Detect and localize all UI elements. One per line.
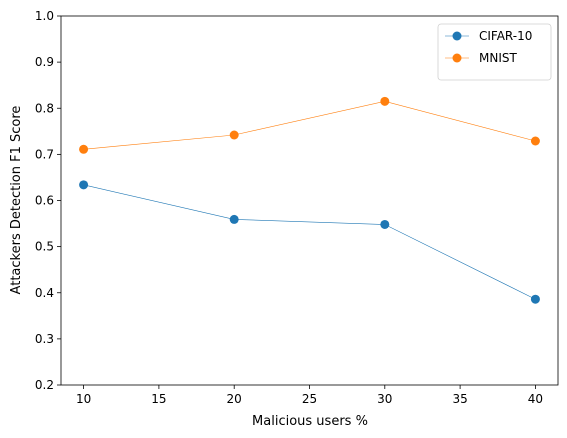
x-tick-label: 20	[227, 392, 242, 406]
x-tick-label: 10	[76, 392, 91, 406]
y-tick-label: 0.3	[35, 332, 54, 346]
legend-marker	[452, 31, 462, 41]
x-tick-label: 40	[528, 392, 543, 406]
legend-box	[437, 23, 552, 81]
y-tick-label: 0.7	[35, 147, 54, 161]
series-line	[83, 101, 536, 150]
y-axis-ticks: 0.2 0.3 0.4 0.5 0.6 0.7 0.8 0.9 1.0	[35, 9, 61, 392]
legend-label: CIFAR-10	[479, 29, 532, 43]
y-tick-label: 1.0	[35, 9, 54, 23]
axes-frame	[60, 15, 559, 386]
data-point	[380, 96, 390, 106]
y-tick-label: 0.9	[35, 55, 54, 69]
y-tick-label: 0.5	[35, 240, 54, 254]
data-point	[530, 294, 540, 304]
x-tick-label: 15	[151, 392, 166, 406]
data-point	[229, 214, 239, 224]
data-point	[79, 180, 89, 190]
series-layer	[79, 96, 540, 304]
legend: CIFAR-10 MNIST	[437, 23, 552, 81]
legend-marker	[452, 53, 462, 63]
y-axis-label: Attackers Detection F1 Score	[9, 106, 24, 295]
data-point	[229, 130, 239, 140]
data-point	[380, 219, 390, 229]
data-point	[79, 144, 89, 154]
x-axis-label: Malicious users %	[252, 414, 368, 429]
y-tick-label: 0.6	[35, 194, 54, 208]
y-tick-label: 0.2	[35, 378, 54, 392]
series-line	[83, 184, 536, 300]
data-point	[530, 136, 540, 146]
y-tick-label: 0.8	[35, 101, 54, 115]
x-axis-ticks: 10 15 20 25 30 35 40	[76, 385, 543, 406]
y-tick-label: 0.4	[35, 286, 54, 300]
legend-label: MNIST	[479, 51, 517, 65]
x-tick-label: 30	[377, 392, 392, 406]
x-tick-label: 25	[302, 392, 317, 406]
x-tick-label: 35	[452, 392, 467, 406]
